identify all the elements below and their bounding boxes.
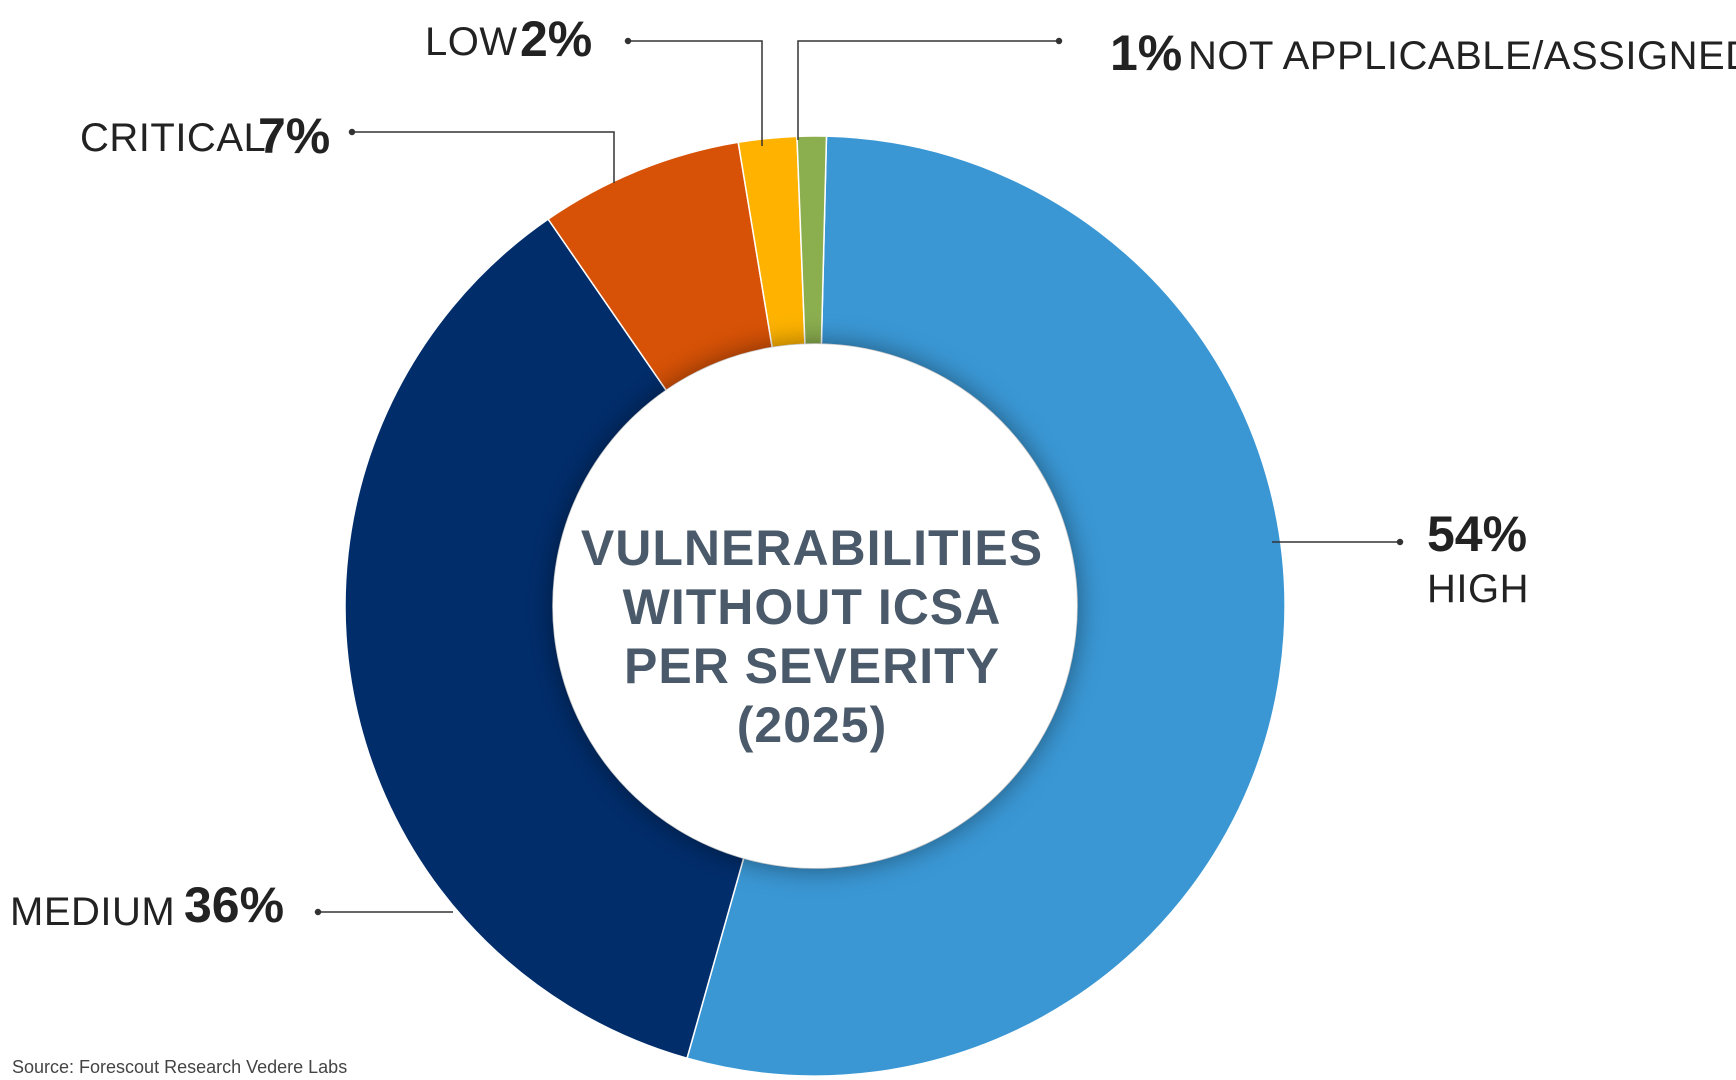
donut-slices: [344, 135, 1286, 1077]
leader-line-low: [630, 40, 763, 146]
label-na-name: NOT APPLICABLE/ASSIGNED: [1188, 34, 1736, 78]
label-high-name: HIGH: [1427, 567, 1529, 611]
label-high: 54% HIGH: [1427, 506, 1529, 611]
center-title-line-1: VULNERABILITIES: [581, 520, 1043, 576]
label-low-value: 2%: [520, 11, 592, 67]
leader-dot-na: [1055, 37, 1063, 45]
leader-dot-medium: [314, 908, 322, 916]
leader-lines: [314, 37, 1404, 916]
label-medium: MEDIUM 36%: [10, 877, 284, 934]
leader-line-critical: [354, 131, 615, 183]
label-low: LOW 2%: [425, 11, 592, 67]
leader-dot-low: [624, 37, 632, 45]
center-title: VULNERABILITIES WITHOUT ICSA PER SEVERIT…: [581, 520, 1043, 753]
label-na-value: 1%: [1110, 25, 1182, 81]
label-critical-value: 7%: [258, 108, 330, 164]
label-high-value: 54%: [1427, 506, 1527, 562]
center-title-line-4: (2025): [737, 697, 888, 753]
label-low-name: LOW: [425, 20, 518, 64]
label-medium-value: 36%: [184, 877, 284, 933]
center-title-line-2: WITHOUT ICSA: [623, 579, 1002, 635]
label-critical: CRITICAL 7%: [80, 108, 330, 164]
center-hole: [553, 344, 1077, 868]
leader-line-na: [797, 40, 1057, 140]
center-title-line-3: PER SEVERITY: [624, 638, 1000, 694]
leader-dot-high: [1396, 538, 1404, 546]
label-medium-name: MEDIUM: [10, 890, 175, 934]
label-na: 1% NOT APPLICABLE/ASSIGNED: [1110, 25, 1736, 81]
leader-dot-critical: [348, 128, 356, 136]
label-critical-name: CRITICAL: [80, 116, 266, 160]
source-note: Source: Forescout Research Vedere Labs: [12, 1057, 347, 1077]
